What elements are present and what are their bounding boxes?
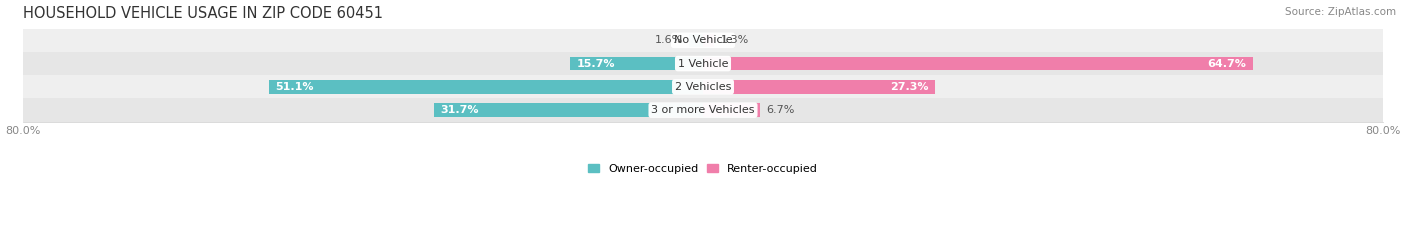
Bar bbox=[703, 80, 935, 94]
Bar bbox=[24, 52, 1382, 75]
Bar bbox=[689, 34, 703, 47]
Text: 27.3%: 27.3% bbox=[890, 82, 928, 92]
Text: 1 Vehicle: 1 Vehicle bbox=[678, 58, 728, 69]
Bar bbox=[703, 103, 759, 117]
Bar bbox=[703, 34, 714, 47]
Text: HOUSEHOLD VEHICLE USAGE IN ZIP CODE 60451: HOUSEHOLD VEHICLE USAGE IN ZIP CODE 6045… bbox=[24, 6, 384, 21]
Text: 2 Vehicles: 2 Vehicles bbox=[675, 82, 731, 92]
Text: Source: ZipAtlas.com: Source: ZipAtlas.com bbox=[1285, 7, 1396, 17]
Text: No Vehicle: No Vehicle bbox=[673, 35, 733, 45]
Bar bbox=[24, 99, 1382, 122]
Text: 6.7%: 6.7% bbox=[766, 105, 796, 115]
Bar bbox=[433, 103, 703, 117]
Bar bbox=[24, 29, 1382, 52]
Bar bbox=[269, 80, 703, 94]
Text: 1.3%: 1.3% bbox=[721, 35, 749, 45]
Text: 15.7%: 15.7% bbox=[576, 58, 614, 69]
Text: 64.7%: 64.7% bbox=[1208, 58, 1246, 69]
Text: 51.1%: 51.1% bbox=[276, 82, 314, 92]
Legend: Owner-occupied, Renter-occupied: Owner-occupied, Renter-occupied bbox=[588, 164, 818, 174]
Bar bbox=[703, 57, 1253, 70]
Text: 31.7%: 31.7% bbox=[440, 105, 479, 115]
Text: 3 or more Vehicles: 3 or more Vehicles bbox=[651, 105, 755, 115]
Text: 1.6%: 1.6% bbox=[654, 35, 682, 45]
Bar bbox=[569, 57, 703, 70]
Bar bbox=[24, 75, 1382, 99]
